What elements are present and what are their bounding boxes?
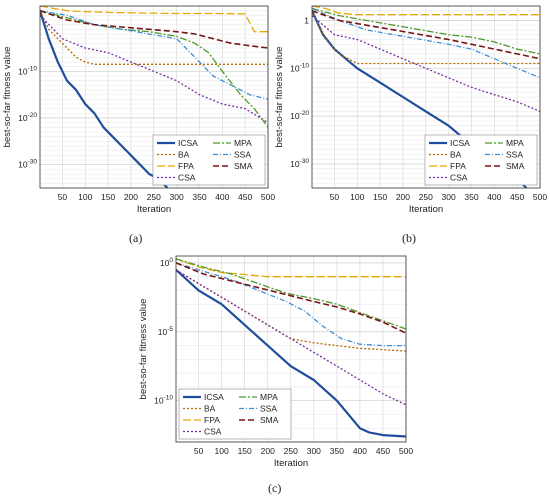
series-line-mpa xyxy=(40,10,268,128)
x-tick-label: 200 xyxy=(396,192,410,202)
x-tick-label: 250 xyxy=(284,446,298,456)
y-tick-label: 10-30 xyxy=(290,158,309,169)
series-line-ssa xyxy=(312,7,540,79)
y-axis-label: best-so-far fitness value xyxy=(138,299,149,400)
legend-entry-fpa: FPA xyxy=(450,161,466,171)
series-line-csa xyxy=(176,269,406,406)
legend-entry-icsa: ICSA xyxy=(204,392,224,402)
x-tick-label: 300 xyxy=(170,192,184,202)
legend-entry-csa: CSA xyxy=(178,173,196,183)
x-tick-label: 150 xyxy=(373,192,387,202)
y-tick-label: 10-5 xyxy=(158,326,174,337)
x-tick-label: 100 xyxy=(78,192,92,202)
x-tick-label: 450 xyxy=(238,192,252,202)
legend-entry-fpa: FPA xyxy=(178,161,194,171)
legend-entry-sma: SMA xyxy=(234,161,253,171)
panel-label-c: (c) xyxy=(268,481,282,495)
legend-entry-icsa: ICSA xyxy=(178,138,198,148)
legend-entry-sma: SMA xyxy=(506,161,525,171)
series-line-sma xyxy=(176,262,406,334)
x-tick-label: 200 xyxy=(124,192,138,202)
x-tick-label: 250 xyxy=(147,192,161,202)
chart-panel-b: 50 100 150 200 250 300 350 400 450 500 10-30 10-20 1… xyxy=(274,5,547,215)
x-tick-label: 200 xyxy=(261,446,275,456)
y-tick-label: 10-10 xyxy=(18,65,37,76)
legend-entry-mpa: MPA xyxy=(234,138,252,148)
series-line-fpa xyxy=(40,6,268,33)
x-tick-label: 500 xyxy=(399,446,413,456)
x-tick-label: 300 xyxy=(307,446,321,456)
panel-label-b: (b) xyxy=(402,231,416,245)
legend-entry-sma: SMA xyxy=(260,415,279,425)
y-axis-label: best-so-far fitness value xyxy=(274,47,285,148)
x-tick-label: 100 xyxy=(215,446,229,456)
series-line-mpa xyxy=(312,7,540,55)
legend-entry-mpa: MPA xyxy=(260,392,278,402)
series-line-ba xyxy=(40,10,268,65)
panel-label-a: (a) xyxy=(129,231,143,245)
x-tick-label: 100 xyxy=(350,192,364,202)
series-line-icsa xyxy=(176,268,406,438)
legend-entry-fpa: FPA xyxy=(204,415,220,425)
x-tick-label: 150 xyxy=(101,192,115,202)
legend-entry-ba: BA xyxy=(450,150,462,160)
legend-entry-ba: BA xyxy=(178,150,190,160)
x-tick-label: 250 xyxy=(419,192,433,202)
legend-entry-mpa: MPA xyxy=(506,138,524,148)
series-line-csa xyxy=(312,15,540,112)
series-line-ba xyxy=(312,10,540,65)
series-line-ssa xyxy=(176,262,406,347)
x-tick-label: 350 xyxy=(330,446,344,456)
legend-entry-icsa: ICSA xyxy=(450,138,470,148)
x-tick-label: 450 xyxy=(376,446,390,456)
plot-frame xyxy=(311,5,541,189)
y-tick-label: 100 xyxy=(160,257,173,268)
y-tick-label: 10-10 xyxy=(154,395,173,406)
y-tick-label: 1 xyxy=(304,15,309,25)
series-line-sma xyxy=(312,10,540,60)
legend-entry-ssa: SSA xyxy=(506,150,523,160)
legend-entry-ssa: SSA xyxy=(260,404,277,414)
plot-frame xyxy=(175,255,407,443)
y-tick-label: 10-20 xyxy=(18,112,37,123)
x-tick-label: 350 xyxy=(464,192,478,202)
legend-entry-csa: CSA xyxy=(450,173,468,183)
x-axis-label: Iteration xyxy=(409,204,443,215)
x-tick-label: 400 xyxy=(353,446,367,456)
legend-entry-ba: BA xyxy=(204,404,216,414)
legend-entry-csa: CSA xyxy=(204,427,222,437)
x-tick-label: 500 xyxy=(261,192,275,202)
x-tick-label: 50 xyxy=(58,192,68,202)
x-tick-label: 150 xyxy=(238,446,252,456)
chart-panel-a: 50 100 150 200 250 300 350 400 450 500 10-30 10-20 1… xyxy=(2,5,275,215)
x-tick-label: 400 xyxy=(487,192,501,202)
x-tick-label: 300 xyxy=(442,192,456,202)
chart-panel-c: 50 100 150 200 250 300 350 400 450 500 10-10 10-5 10… xyxy=(138,255,413,469)
x-tick-label: 400 xyxy=(215,192,229,202)
x-axis-label: Iteration xyxy=(274,458,308,469)
y-tick-label: 10-20 xyxy=(290,110,309,121)
series-line-fpa xyxy=(312,6,540,16)
x-tick-label: 450 xyxy=(510,192,524,202)
y-tick-label: 10-10 xyxy=(290,62,309,73)
plot-frame xyxy=(39,5,269,189)
series-line-fpa xyxy=(176,258,406,278)
x-tick-label: 500 xyxy=(533,192,547,202)
legend-entry-ssa: SSA xyxy=(234,150,251,160)
x-tick-label: 50 xyxy=(194,446,204,456)
x-axis-label: Iteration xyxy=(137,204,171,215)
x-tick-label: 50 xyxy=(330,192,340,202)
series-line-sma xyxy=(40,9,268,49)
y-axis-label: best-so-far fitness value xyxy=(2,47,13,148)
series-line-csa xyxy=(40,14,268,124)
series-line-mpa xyxy=(176,258,406,330)
series-line-icsa xyxy=(40,10,169,188)
x-tick-label: 350 xyxy=(192,192,206,202)
y-tick-label: 10-30 xyxy=(18,159,37,170)
